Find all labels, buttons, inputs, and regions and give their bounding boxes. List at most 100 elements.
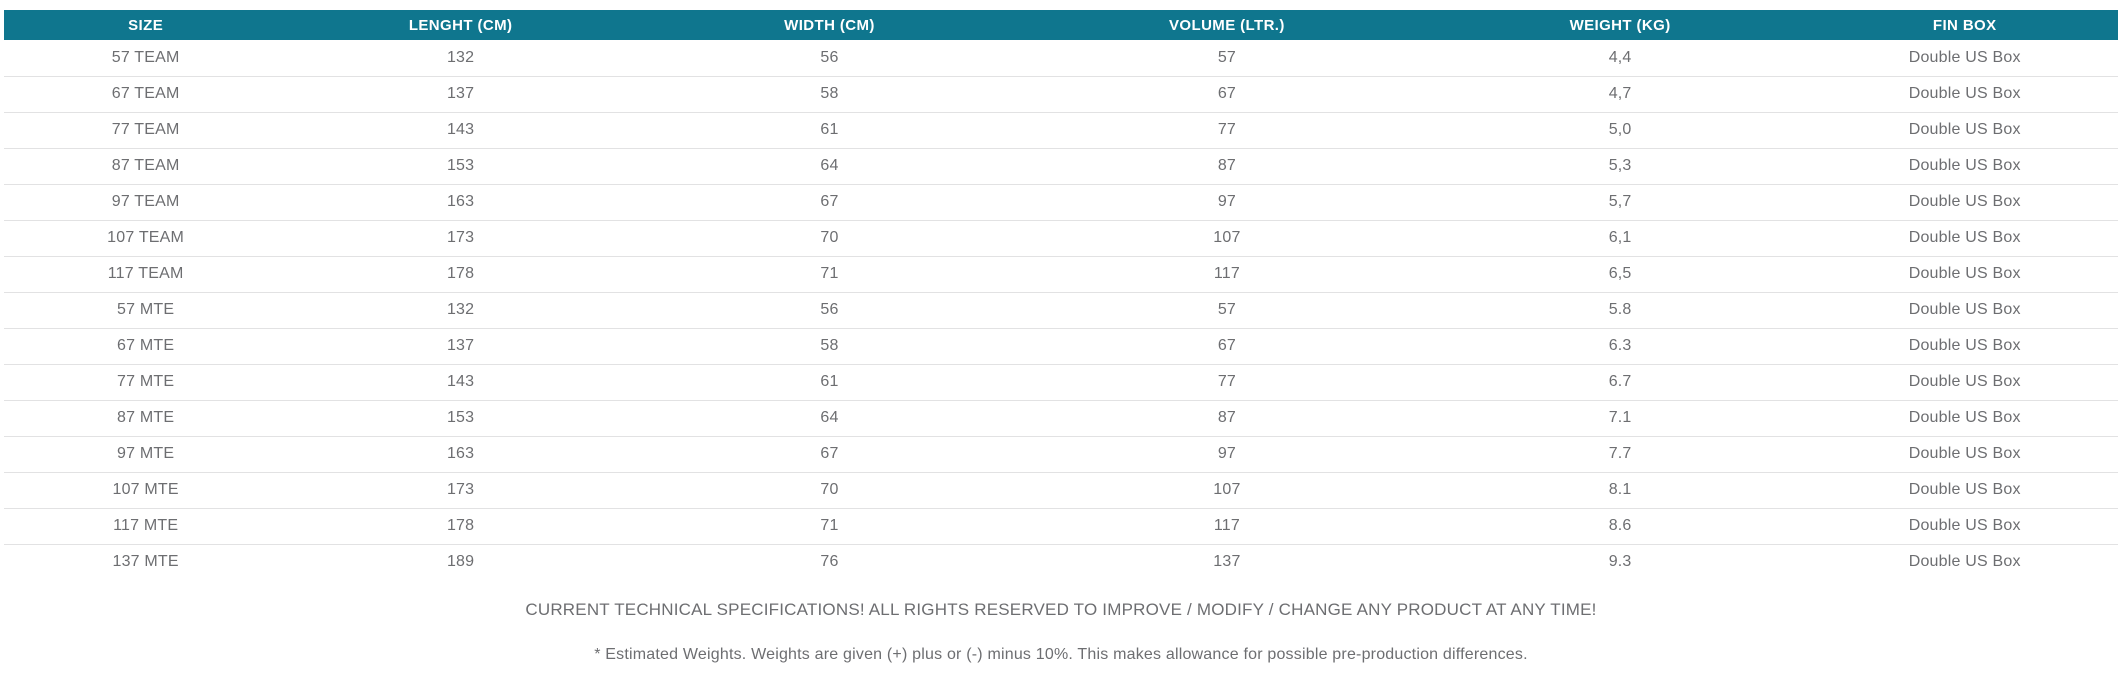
cell-length: 173 — [287, 471, 634, 508]
cell-volume: 67 — [1025, 75, 1429, 112]
cell-width: 64 — [633, 147, 1026, 184]
cell-volume: 117 — [1025, 255, 1429, 292]
cell-volume: 87 — [1025, 399, 1429, 436]
cell-length: 132 — [287, 291, 634, 328]
table-row: 67 TEAM 137 58 67 4,7 Double US Box — [4, 75, 2118, 112]
column-header-weight: WEIGHT (KG) — [1428, 10, 1812, 40]
cell-width: 58 — [633, 75, 1026, 112]
cell-volume: 77 — [1025, 363, 1429, 400]
cell-length: 153 — [287, 399, 634, 436]
cell-finbox: Double US Box — [1811, 363, 2118, 400]
cell-finbox: Double US Box — [1811, 543, 2118, 580]
cell-size: 137 MTE — [4, 543, 288, 580]
cell-size: 107 MTE — [4, 471, 288, 508]
cell-size: 77 MTE — [4, 363, 288, 400]
cell-length: 163 — [287, 435, 634, 472]
cell-weight: 8.1 — [1428, 471, 1812, 508]
table-row: 107 TEAM 173 70 107 6,1 Double US Box — [4, 219, 2118, 256]
cell-finbox: Double US Box — [1811, 399, 2118, 436]
table-head: SIZE LENGHT (CM) WIDTH (CM) VOLUME (LTR.) WE… — [4, 10, 2118, 40]
cell-width: 61 — [633, 363, 1026, 400]
cell-width: 71 — [633, 255, 1026, 292]
cell-width: 71 — [633, 507, 1026, 544]
table-row: 97 TEAM 163 67 97 5,7 Double US Box — [4, 183, 2118, 220]
cell-finbox: Double US Box — [1811, 327, 2118, 364]
cell-weight: 4,4 — [1608, 48, 1632, 66]
cell-size: 117 MTE — [4, 507, 288, 544]
cell-width: 56 — [633, 291, 1026, 328]
cell-width: 64 — [633, 399, 1026, 436]
table-row: 137 MTE 189 76 137 9.3 Double US Box — [4, 543, 2118, 580]
cell-size: 97 TEAM — [4, 183, 288, 220]
column-header-finbox: FIN BOX — [1811, 10, 2118, 40]
cell-width: 67 — [633, 183, 1026, 220]
table-row: 117 MTE 178 71 117 8.6 Double US Box — [4, 507, 2118, 544]
rights-reserved-note: CURRENT TECHNICAL SPECIFICATIONS! ALL RI… — [525, 600, 1597, 619]
cell-finbox: Double US Box — [1811, 183, 2118, 220]
table-row: 77 MTE 143 61 77 6.7 Double US Box — [4, 363, 2118, 400]
column-header-width: WIDTH (CM) — [633, 10, 1026, 40]
cell-finbox: Double US Box — [1811, 111, 2118, 148]
table-row: 77 TEAM 143 61 77 5,0 Double US Box — [4, 111, 2118, 148]
cell-size: 117 TEAM — [4, 255, 288, 292]
table-row: 87 TEAM 153 64 87 5,3 Double US Box — [4, 147, 2118, 184]
cell-weight: 6.7 — [1428, 363, 1812, 400]
cell-length: 137 — [287, 327, 634, 364]
cell-width: 70 — [633, 471, 1026, 508]
cell-length: 173 — [287, 219, 634, 256]
table-row: 67 MTE 137 58 67 6.3 Double US Box — [4, 327, 2118, 364]
cell-volume: 57 — [1217, 48, 1237, 66]
cell-length: 137 — [287, 75, 634, 112]
cell-weight: 5,3 — [1428, 147, 1812, 184]
cell-volume: 107 — [1025, 219, 1429, 256]
cell-weight: 6.3 — [1428, 327, 1812, 364]
footer-notes: CURRENT TECHNICAL SPECIFICATIONS! ALL RI… — [0, 599, 2122, 666]
cell-width: 76 — [633, 543, 1026, 580]
cell-finbox: Double US Box — [1908, 48, 2021, 66]
cell-size: 57 TEAM — [111, 48, 180, 66]
cell-size: 87 TEAM — [4, 147, 288, 184]
cell-finbox: Double US Box — [1811, 435, 2118, 472]
cell-volume: 137 — [1025, 543, 1429, 580]
table-header-row: SIZE LENGHT (CM) WIDTH (CM) VOLUME (LTR.) WE… — [4, 10, 2118, 40]
cell-volume: 117 — [1025, 507, 1429, 544]
cell-finbox: Double US Box — [1811, 291, 2118, 328]
table-row: 87 MTE 153 64 87 7.1 Double US Box — [4, 399, 2118, 436]
cell-finbox: Double US Box — [1811, 147, 2118, 184]
column-header-length: LENGHT (CM) — [287, 10, 634, 40]
cell-weight: 5,0 — [1428, 111, 1812, 148]
cell-finbox: Double US Box — [1811, 507, 2118, 544]
spec-table: SIZE LENGHT (CM) WIDTH (CM) VOLUME (LTR.) WE… — [4, 10, 2118, 580]
cell-size: 57 MTE — [4, 291, 288, 328]
cell-volume: 57 — [1025, 291, 1429, 328]
cell-weight: 7.7 — [1428, 435, 1812, 472]
cell-weight: 9.3 — [1428, 543, 1812, 580]
cell-weight: 5.8 — [1428, 291, 1812, 328]
cell-size: 87 MTE — [4, 399, 288, 436]
column-header-volume: VOLUME (LTR.) — [1025, 10, 1429, 40]
cell-volume: 97 — [1025, 183, 1429, 220]
cell-length: 132 — [446, 48, 475, 66]
cell-width: 70 — [633, 219, 1026, 256]
cell-weight: 5,7 — [1428, 183, 1812, 220]
table-body: 57 TEAM 132 56 57 4,4 Double US Box 67 TEAM 137… — [4, 40, 2118, 580]
table-row: 107 MTE 173 70 107 8.1 Double US Box — [4, 471, 2118, 508]
table-row: 97 MTE 163 67 97 7.7 Double US Box — [4, 435, 2118, 472]
table-row: 117 TEAM 178 71 117 6,5 Double US Box — [4, 255, 2118, 292]
cell-finbox: Double US Box — [1811, 219, 2118, 256]
cell-size: 97 MTE — [4, 435, 288, 472]
cell-size: 77 TEAM — [4, 111, 288, 148]
cell-width: 67 — [633, 435, 1026, 472]
spec-sheet: SIZE LENGHT (CM) WIDTH (CM) VOLUME (LTR.) WE… — [0, 10, 2122, 700]
cell-length: 153 — [287, 147, 634, 184]
cell-size: 107 TEAM — [4, 219, 288, 256]
cell-length: 178 — [287, 507, 634, 544]
cell-finbox: Double US Box — [1811, 75, 2118, 112]
cell-volume: 67 — [1025, 327, 1429, 364]
cell-finbox: Double US Box — [1811, 255, 2118, 292]
cell-size: 67 MTE — [4, 327, 288, 364]
cell-volume: 87 — [1025, 147, 1429, 184]
cell-volume: 107 — [1025, 471, 1429, 508]
cell-length: 178 — [287, 255, 634, 292]
cell-finbox: Double US Box — [1811, 471, 2118, 508]
